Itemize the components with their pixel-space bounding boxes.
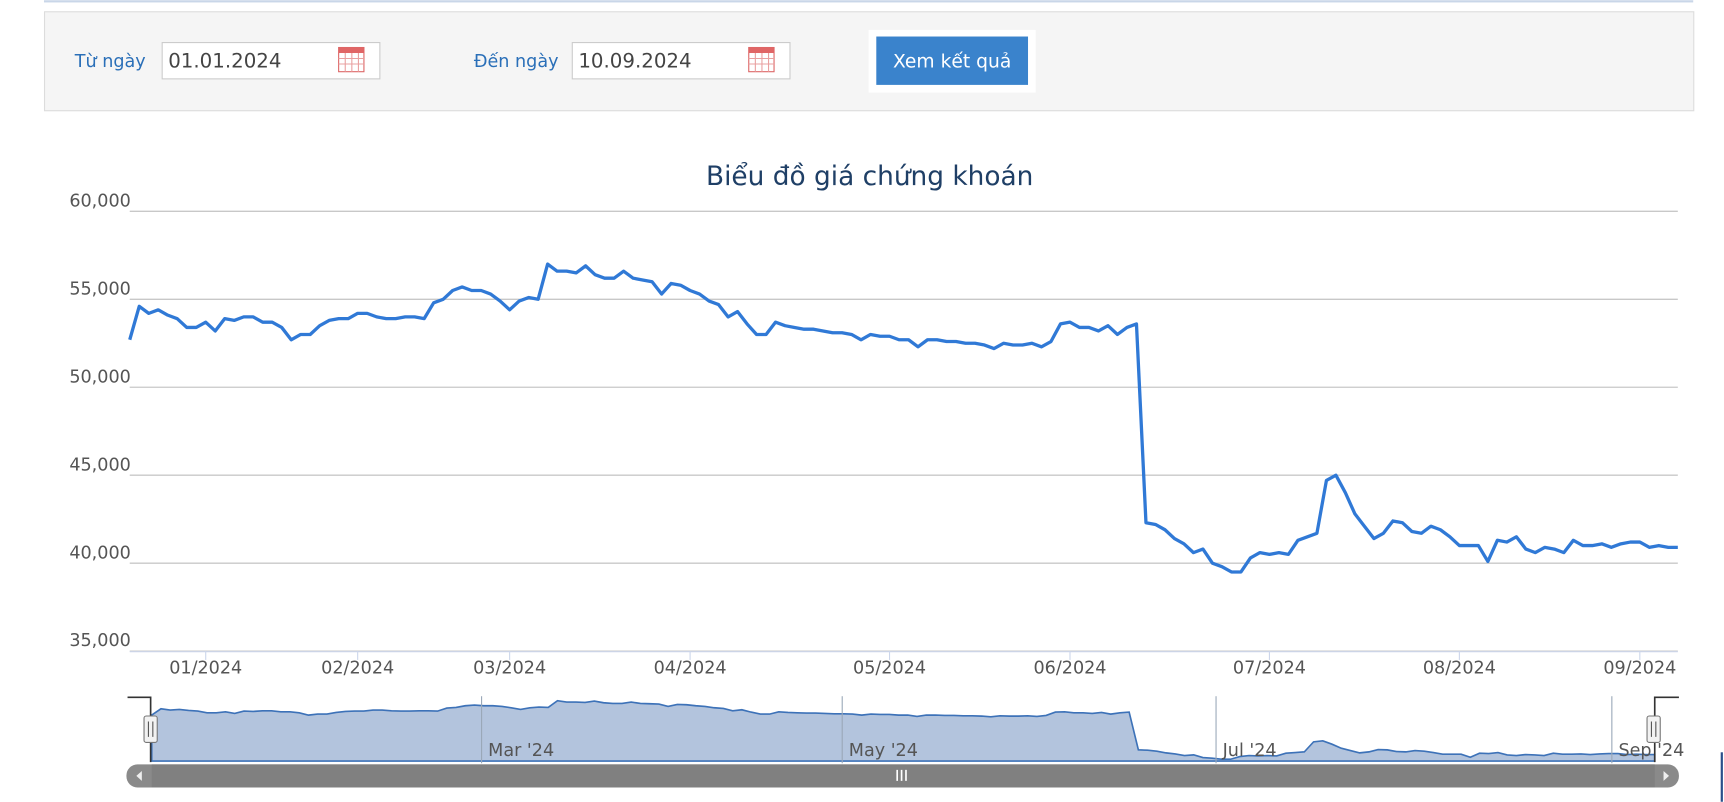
x-tick-label: 01/2024 [169,659,242,679]
calendar-top [338,47,364,54]
calendar-top [748,47,775,54]
submit-button[interactable] [876,36,1029,85]
x-tick-label: 06/2024 [1033,659,1106,679]
y-tick-label: 60,000 [69,191,131,211]
from-value: 01.01.2024 [168,49,281,72]
scrollbar-thumb[interactable] [151,764,1655,788]
navigator-handle[interactable] [1646,715,1661,743]
x-tick-label: 07/2024 [1233,659,1306,679]
x-tick-label: 09/2024 [1603,659,1676,679]
calendar-icon[interactable] [338,46,365,73]
navigator-handle[interactable] [143,715,158,743]
y-tick-label: 45,000 [69,455,131,475]
to-label: Đến ngày [474,51,559,72]
top-border [43,0,1694,3]
scroll-right[interactable] [1663,770,1670,781]
y-tick-label: 40,000 [69,543,131,563]
navigator-label: Jul '24 [1222,741,1277,761]
from-label: Từ ngày [74,52,146,72]
x-tick-label: 03/2024 [473,659,546,679]
price-line [128,262,1678,574]
handle-grip [1650,721,1657,737]
y-tick-label: 50,000 [69,367,131,387]
y-tick-label: 35,000 [69,631,131,651]
navigator-label: May '24 [849,741,918,761]
handle-body [1646,715,1661,743]
navigator-label: Mar '24 [488,741,554,761]
calendar-grid [338,53,364,72]
handle-body [143,715,158,743]
navigator-area [150,699,1656,762]
to-value: 10.09.2024 [578,49,691,72]
navigator-label: Sep '24 [1618,741,1684,761]
x-tick-label: 04/2024 [654,659,727,679]
scroll-left[interactable] [136,770,142,781]
y-tick-label: 55,000 [69,279,131,299]
x-tick-label: 08/2024 [1423,659,1496,679]
handle-grip [147,721,154,737]
calendar-icon[interactable] [748,46,775,73]
submit-label: Xem kết quả [893,50,1011,72]
calendar-grid [748,53,775,72]
x-tick-label: 02/2024 [321,659,394,679]
x-tick-label: 05/2024 [853,659,926,679]
scrollbar-grip [896,769,907,781]
chart-title: Biểu đồ giá chứng khoán [706,161,1033,192]
plot: 35,000 40,000 45,000 50,000 55,000 60,000 01/2… [69,191,1723,802]
